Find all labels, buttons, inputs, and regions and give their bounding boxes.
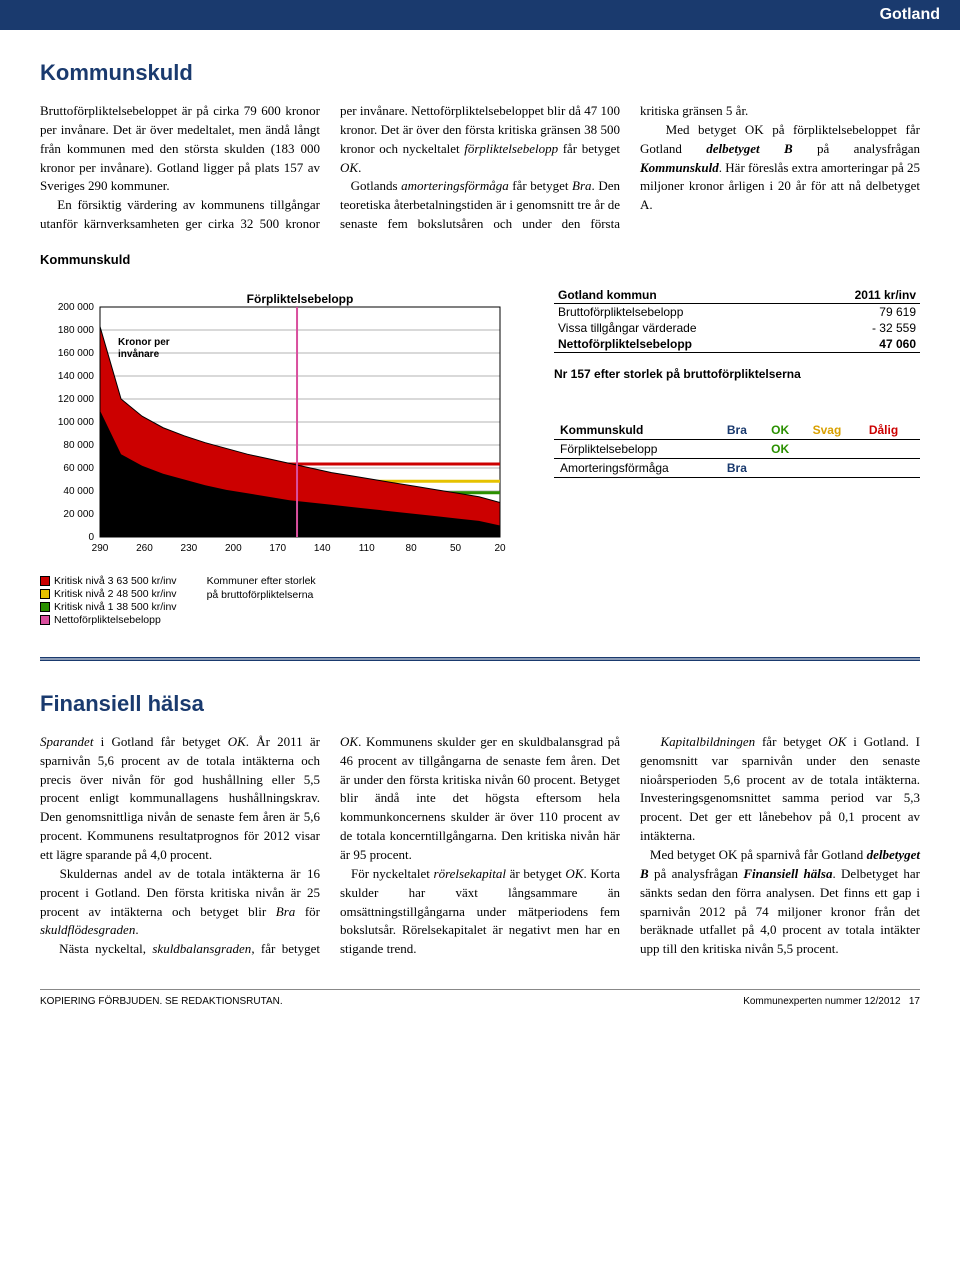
header-band: Gotland bbox=[0, 0, 960, 30]
svg-text:120 000: 120 000 bbox=[58, 394, 95, 405]
svg-text:200 000: 200 000 bbox=[58, 302, 95, 313]
footer-right: Kommunexperten nummer 12/2012 17 bbox=[743, 996, 920, 1007]
svg-text:0: 0 bbox=[88, 532, 94, 543]
svg-text:140 000: 140 000 bbox=[58, 371, 95, 382]
svg-text:invånare: invånare bbox=[118, 348, 160, 360]
x-axis-caption: Kommuner efter storlek på bruttoförplikt… bbox=[207, 575, 316, 627]
region-name: Gotland bbox=[880, 6, 940, 23]
finansiell-title: Finansiell hälsa bbox=[40, 691, 920, 717]
legend-item: Kritisk nivå 1 38 500 kr/inv bbox=[40, 601, 177, 613]
svg-text:170: 170 bbox=[269, 543, 286, 554]
kommunskuld-title: Kommunskuld bbox=[40, 60, 920, 86]
svg-text:Kronor per: Kronor per bbox=[118, 337, 170, 348]
svg-text:60 000: 60 000 bbox=[63, 463, 94, 474]
chart-legend: Kritisk nivå 3 63 500 kr/invKritisk nivå… bbox=[40, 575, 524, 627]
legend-item: Nettoförpliktelsebelopp bbox=[40, 614, 177, 626]
rank-caption: Nr 157 efter storlek på bruttoförpliktel… bbox=[554, 367, 920, 381]
grade-table: KommunskuldBraOKSvagDålig Förpliktelsebe… bbox=[554, 421, 920, 478]
svg-text:20: 20 bbox=[494, 543, 506, 554]
svg-text:80 000: 80 000 bbox=[63, 440, 94, 451]
svg-text:140: 140 bbox=[314, 543, 331, 554]
svg-text:40 000: 40 000 bbox=[63, 486, 94, 497]
svg-text:160 000: 160 000 bbox=[58, 348, 95, 359]
gotland-kommun-table: Gotland kommun2011 kr/inv Bruttoförplikt… bbox=[554, 287, 920, 353]
kommunskuld-body: Bruttoförpliktelsebeloppet är på cirka 7… bbox=[40, 102, 920, 234]
page-footer: KOPIERING FÖRBJUDEN. SE REDAKTIONSRUTAN.… bbox=[40, 989, 920, 1007]
svg-text:50: 50 bbox=[450, 543, 462, 554]
svg-text:20 000: 20 000 bbox=[63, 509, 94, 520]
legend-item: Kritisk nivå 3 63 500 kr/inv bbox=[40, 575, 177, 587]
svg-text:260: 260 bbox=[136, 543, 153, 554]
svg-text:200: 200 bbox=[225, 543, 242, 554]
svg-text:180 000: 180 000 bbox=[58, 325, 95, 336]
svg-text:80: 80 bbox=[406, 543, 418, 554]
forpliktelsebelopp-chart: 0 20 000 40 000 60 000 80 000 100 000 120 000 1… bbox=[40, 287, 524, 567]
svg-text:290: 290 bbox=[92, 543, 109, 554]
svg-text:110: 110 bbox=[359, 543, 375, 554]
finansiell-body: Sparandet i Gotland får betyget OK. År 2… bbox=[40, 733, 920, 959]
svg-text:100 000: 100 000 bbox=[58, 417, 95, 428]
section-divider bbox=[40, 657, 920, 661]
svg-text:Förpliktelsebelopp: Förpliktelsebelopp bbox=[247, 292, 354, 306]
svg-text:230: 230 bbox=[181, 543, 198, 554]
legend-item: Kritisk nivå 2 48 500 kr/inv bbox=[40, 588, 177, 600]
footer-left: KOPIERING FÖRBJUDEN. SE REDAKTIONSRUTAN. bbox=[40, 996, 283, 1007]
chart-section-label: Kommunskuld bbox=[40, 252, 920, 267]
